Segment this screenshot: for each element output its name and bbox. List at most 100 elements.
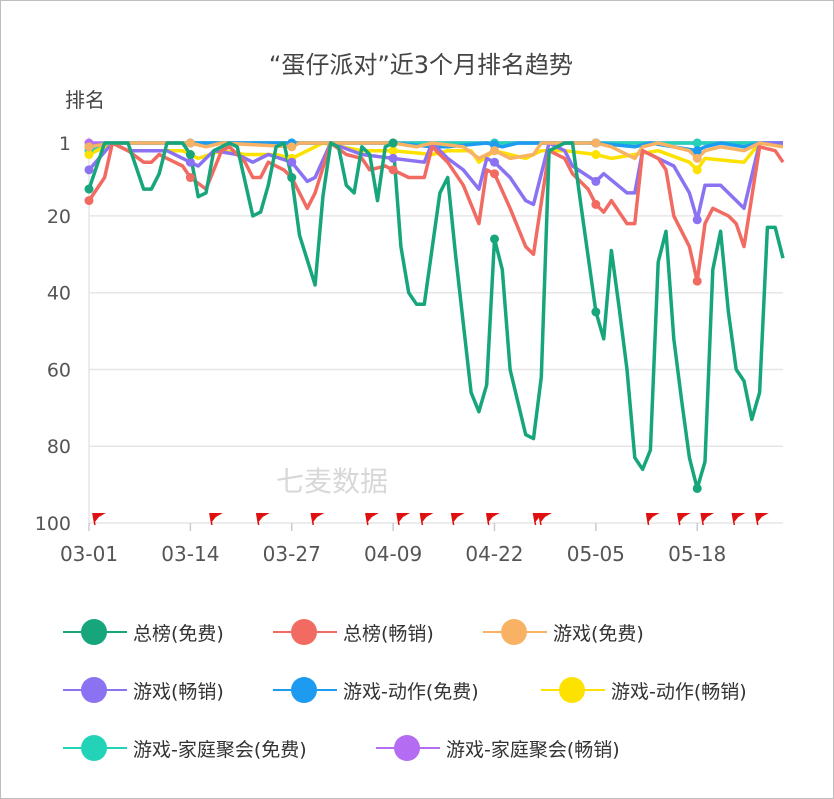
flag-cloth [256,513,270,522]
x-tick-label: 03-01 [60,542,118,566]
event-flag-icon[interactable] [419,512,434,526]
data-point [84,196,94,206]
event-flag-icon[interactable] [731,512,746,526]
event-flag-icon[interactable] [310,512,325,526]
legend-item[interactable]: 游戏(畅销) [63,675,224,705]
flag-cloth [209,513,223,522]
legend-label: 游戏(畅销) [133,680,224,703]
event-flag-icon[interactable] [645,512,660,526]
event-flag-icon[interactable] [92,512,106,526]
data-point [185,150,195,160]
data-point [388,153,398,163]
legend-marker-icon [376,733,440,763]
data-point [287,142,297,152]
legend-item[interactable]: 游戏(免费) [483,617,644,647]
event-flag-icon[interactable] [450,512,465,526]
flag-cloth [538,513,552,522]
line-chart: “蛋仔派对”近3个月排名趋势 排名 七麦数据 1 20 40 60 80 100 03-0… [35,51,785,566]
data-point [591,138,601,148]
flag-cloth [533,513,547,522]
y-tick-label: 40 [47,283,71,305]
x-tick-label: 05-05 [567,542,625,566]
legend-item[interactable]: 游戏-家庭聚会(免费) [63,733,307,763]
data-point [84,184,94,194]
data-point [489,146,499,156]
event-flag-icon[interactable] [538,512,552,526]
flag-pole [310,512,314,526]
legend-label: 总榜(免费) [133,622,224,645]
flag-cloth [92,513,106,522]
flag-cloth [365,513,379,522]
data-point [692,215,702,225]
legend-marker-icon [63,617,127,647]
event-flag-icon[interactable] [700,512,715,526]
y-tick-label: 80 [47,436,71,458]
event-flag-icon[interactable] [532,512,547,526]
watermark: 七麦数据 [276,465,388,498]
data-point [692,146,702,156]
data-point [591,199,601,209]
flag-cloth [451,513,465,522]
flag-pole [450,512,455,526]
data-point [388,138,398,148]
data-point [692,138,702,148]
flag-cloth [311,513,325,522]
x-tick-label: 04-09 [364,542,422,566]
x-tick-label: 05-18 [668,542,726,566]
data-point [591,307,601,317]
data-point [692,153,702,163]
data-point [692,165,702,175]
data-point [84,142,94,152]
y-tick-label: 20 [47,206,71,228]
event-flag-icon[interactable] [676,512,691,526]
flag-pole [365,512,369,526]
flag-pole [396,512,400,526]
event-flag-icon[interactable] [255,512,270,526]
flag-pole [532,512,537,526]
flag-cloth [677,513,691,522]
flag-pole [731,512,736,526]
flag-cloth [701,513,715,522]
event-flag-icon[interactable] [209,512,223,526]
legend-marker-icon [483,617,547,647]
data-point [287,173,297,183]
flag-pole [538,512,542,526]
data-point [388,146,398,156]
y-axis-label: 排名 [65,88,105,112]
data-point [185,138,195,148]
flag-pole [676,512,681,526]
event-flag-icon[interactable] [365,512,379,526]
x-tick-label: 04-22 [465,542,523,566]
event-flag-icon[interactable] [396,512,411,526]
flag-cloth [646,513,660,522]
legend-marker-icon [63,675,127,705]
event-flag-icon[interactable] [485,512,500,526]
y-tick-label: 60 [47,359,71,381]
data-point [489,157,499,167]
data-point [185,173,195,183]
data-point [489,234,499,244]
flag-cloth [732,513,746,522]
legend-item[interactable]: 游戏-动作(免费) [273,675,479,705]
legend-item[interactable]: 游戏-动作(畅销) [541,675,747,705]
flag-cloth [397,513,411,522]
legend-item[interactable]: 总榜(畅销) [273,617,434,647]
legend-label: 总榜(畅销) [343,622,434,645]
flag-cloth [755,513,769,522]
data-point [489,169,499,179]
data-point [692,483,702,493]
flag-pole [645,512,650,526]
legend-label: 游戏-动作(免费) [343,680,479,703]
data-point [84,150,94,160]
event-flag-icon[interactable] [754,512,769,526]
x-tick-label: 03-27 [263,542,321,566]
legend-item[interactable]: 总榜(免费) [63,617,224,647]
legend-marker-icon [541,675,605,705]
series-line [87,141,785,491]
data-point [287,157,297,167]
legend-item[interactable]: 游戏-家庭聚会(畅销) [376,733,620,763]
legend-label: 游戏-动作(畅销) [611,680,747,703]
y-tick-label: 1 [59,133,71,155]
flag-cloth [486,513,500,522]
